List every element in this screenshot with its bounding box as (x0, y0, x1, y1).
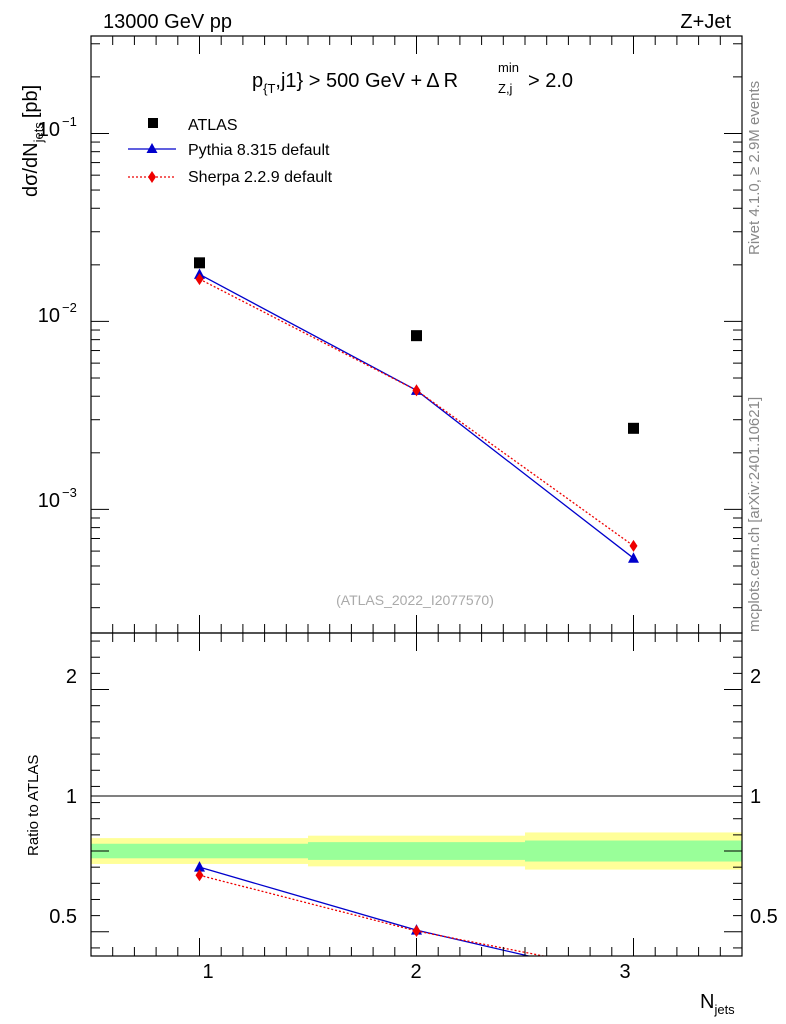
main-y-tick-labels: 10 −1 10 −2 10 −3 (38, 114, 77, 512)
main-panel: 10 −1 10 −2 10 −3 (ATLAS_2022_I2077570) … (38, 35, 743, 634)
main-point-atlas (628, 422, 639, 434)
xlabel-sub: jets (713, 1002, 735, 1017)
rivet-label: Rivet 4.1.0, ≥ 2.9M events (746, 81, 763, 255)
ratio-ytick-label-right: 1 (750, 786, 761, 808)
main-ytick-exp: −2 (62, 300, 77, 315)
header-left: 13000 GeV pp (103, 11, 232, 33)
main-line-pythia (199, 273, 634, 559)
legend-marker-atlas (148, 118, 158, 128)
ratio-ytick-label-left: 1 (66, 786, 77, 808)
y-axis-label-main: dσ/dNjets [pb] (20, 85, 46, 197)
main-point-sherpa (412, 384, 421, 397)
legend-label-pythia: Pythia 8.315 default (188, 142, 330, 159)
x-axis-label: Njets (700, 991, 735, 1017)
main-point-sherpa (629, 539, 638, 552)
ratio-axis-ticks (90, 633, 743, 956)
ratio-point-sherpa (412, 924, 421, 937)
main-point-sherpa (195, 273, 204, 286)
mcplots-label: mcplots.cern.ch [arXiv:2401.10621] (746, 397, 763, 632)
plot-title: p{T,j1} > 500 GeV + Δ R (252, 70, 458, 96)
main-ytick-exp: −1 (62, 114, 77, 129)
ratio-frame (90, 632, 743, 957)
ratio-point-sherpa (195, 869, 204, 882)
ylabel-main-post: [pb] (20, 85, 42, 118)
legend-label-sherpa: Sherpa 2.2.9 default (188, 169, 333, 186)
ratio-ytick-label-left: 2 (66, 666, 77, 688)
main-point-atlas (194, 257, 205, 269)
title-r: R (444, 70, 458, 92)
ratio-band-inner (525, 840, 742, 862)
ratio-band-inner (91, 843, 308, 859)
ylabel-main-sub: jets (31, 122, 46, 144)
main-series (194, 257, 639, 563)
ratio-point-sherpa (630, 968, 638, 980)
analysis-id: (ATLAS_2022_I2077570) (336, 592, 494, 608)
legend-marker-sherpa (148, 171, 156, 183)
title-r-sup: min (498, 60, 519, 75)
header-right: Z+Jet (680, 11, 731, 33)
ratio-series (194, 861, 638, 980)
main-ytick-label: 10 (38, 119, 60, 141)
main-ytick-label: 10 (38, 305, 60, 327)
ratio-ytick-label-right: 0.5 (750, 906, 778, 928)
main-ytick-exp: −3 (62, 485, 77, 500)
ratio-point-pythia (194, 861, 205, 872)
title-r-sub: Z,j (498, 81, 513, 96)
title-p: p (252, 70, 263, 92)
xtick-label: 1 (202, 961, 213, 983)
ratio-panel: 2 1 0.5 2 1 0.5 1 2 3 (49, 632, 778, 983)
legend-label-atlas: ATLAS (188, 117, 238, 134)
title-tail: > 2.0 (528, 70, 573, 92)
title-delta: Δ (426, 70, 439, 92)
title-mid: ,j1} > 500 GeV + (275, 70, 422, 92)
legend-marker-pythia (146, 143, 158, 153)
main-point-pythia (628, 552, 639, 563)
ratio-bands (91, 832, 742, 870)
xtick-label: 2 (410, 961, 421, 983)
ratio-ytick-label-left: 0.5 (49, 906, 77, 928)
title-p-sub: {T (263, 81, 275, 96)
main-line-sherpa (199, 278, 634, 547)
ratio-band-inner (308, 842, 525, 860)
main-ytick-label: 10 (38, 490, 60, 512)
y-axis-label-ratio: Ratio to ATLAS (25, 755, 42, 856)
ylabel-main-pre: dσ/dN (20, 142, 42, 197)
xtick-label: 3 (619, 961, 630, 983)
legend: ATLAS Pythia 8.315 default Sherpa 2.2.9 … (128, 117, 333, 186)
ratio-ytick-label-right: 2 (750, 666, 761, 688)
xlabel-main: N (700, 991, 714, 1013)
main-axis-ticks (90, 36, 743, 633)
main-point-atlas (411, 330, 422, 342)
